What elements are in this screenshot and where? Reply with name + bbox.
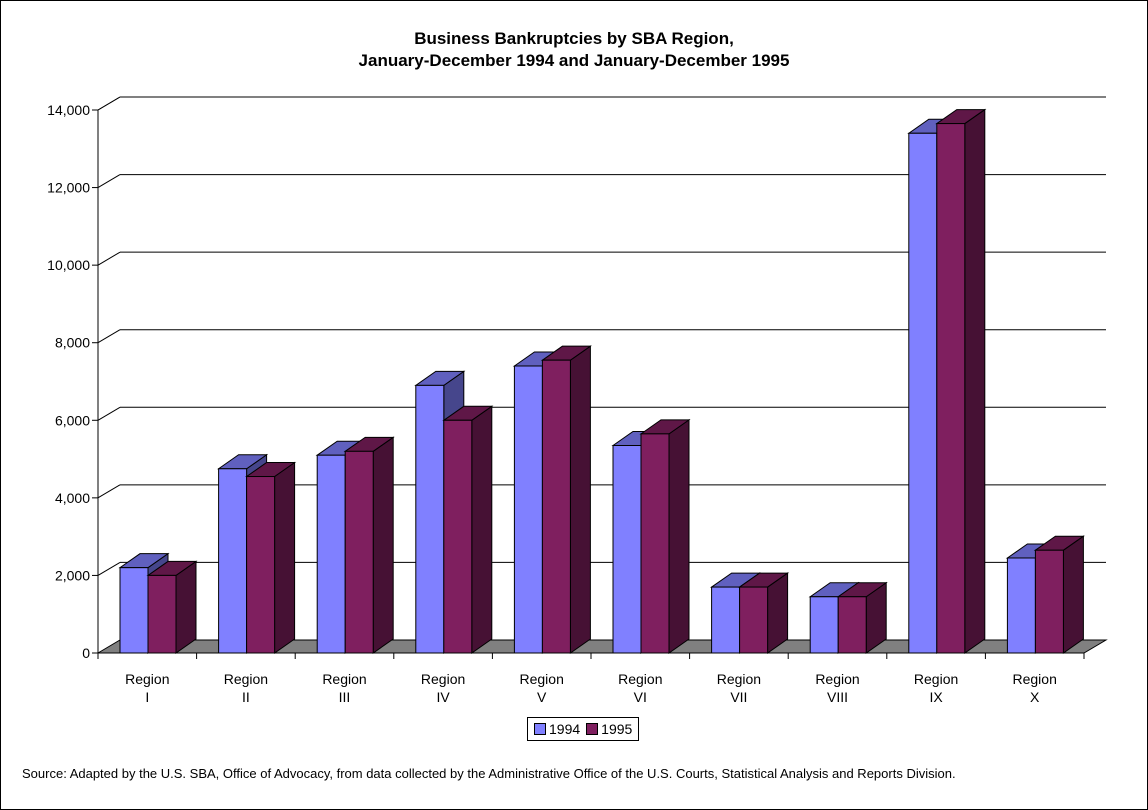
x-tick-label: VI [634,689,647,705]
chart-legend: 1994 1995 [527,717,640,741]
x-tick-label: IV [436,689,450,705]
gridline-depth [97,406,121,421]
legend-label-1994: 1994 [549,721,581,737]
bar-1994-8 [908,132,938,654]
legend-swatch-1995 [586,723,599,735]
x-tick-label: Region [815,671,859,687]
x-tick-label: I [145,689,149,705]
gridline-depth [97,561,121,576]
x-tick-label: Region [717,671,761,687]
bar-side-1995-3 [471,405,493,654]
legend-item-1995: 1995 [586,721,632,737]
legend-label-1995: 1995 [601,721,633,737]
x-tick-label: Region [421,671,465,687]
bar-1995-9 [1034,549,1064,654]
bar-1994-3 [415,384,445,654]
x-tick-label: X [1030,689,1040,705]
y-tick-label: 8,000 [55,335,90,351]
x-tick-label: II [242,689,250,705]
bar-1995-4 [541,359,571,654]
chart-title-line-1: Business Bankruptcies by SBA Region, [414,29,734,48]
bar-side-1995-5 [668,418,690,654]
x-tick-label: Region [224,671,268,687]
x-tick-label: III [339,689,351,705]
x-tick-label: Region [322,671,366,687]
x-tick-label: Region [520,671,564,687]
bar-1995-1 [246,476,276,654]
bar-1994-4 [513,365,543,654]
legend-swatch-1994 [534,723,546,735]
x-tick-label: IX [929,689,943,705]
bar-1994-6 [711,586,741,654]
y-tick-label: 10,000 [47,257,90,273]
y-tick-label: 4,000 [55,490,90,506]
chart-title: Business Bankruptcies by SBA Region, Jan… [0,28,1148,72]
bar-1994-1 [218,468,248,654]
bar-1994-0 [119,567,149,654]
y-tick-label: 12,000 [47,180,90,196]
bar-1995-6 [739,586,769,654]
bar-1994-7 [809,596,839,654]
gridline-depth [97,251,121,266]
bar-1995-8 [936,123,966,654]
bar-1995-5 [640,433,670,654]
bar-1994-2 [316,454,346,654]
x-tick-label: Region [914,671,958,687]
x-tick-label: Region [125,671,169,687]
legend-item-1994: 1994 [534,721,580,737]
bar-side-1995-4 [569,345,591,654]
x-tick-label: VIII [827,689,848,705]
y-tick-label: 14,000 [47,102,90,118]
x-tick-label: Region [618,671,662,687]
gridline-depth [97,174,121,189]
bar-1994-9 [1006,557,1036,654]
bar-1994-5 [612,444,642,654]
bar-side-1995-0 [175,560,197,654]
chart-title-line-2: January-December 1994 and January-Decemb… [358,51,790,70]
y-tick-label: 0 [82,645,90,661]
bar-side-1995-1 [274,461,296,654]
bar-side-1995-9 [1062,535,1084,654]
y-tick-label: 2,000 [55,567,90,583]
bar-1995-2 [344,450,374,654]
x-tick-label: Region [1013,671,1057,687]
bar-side-1995-8 [964,108,986,654]
bar-1995-0 [147,574,177,654]
x-tick-label: VII [730,689,747,705]
source-note: Source: Adapted by the U.S. SBA, Office … [22,766,956,781]
y-axis-top [97,96,121,111]
bar-1995-3 [443,419,473,654]
bar-side-1995-2 [372,436,394,654]
gridline-depth [97,329,121,344]
y-tick-label: 6,000 [55,412,90,428]
x-tick-label: V [537,689,547,705]
bar-1995-7 [837,596,867,654]
gridline-depth [97,484,121,499]
